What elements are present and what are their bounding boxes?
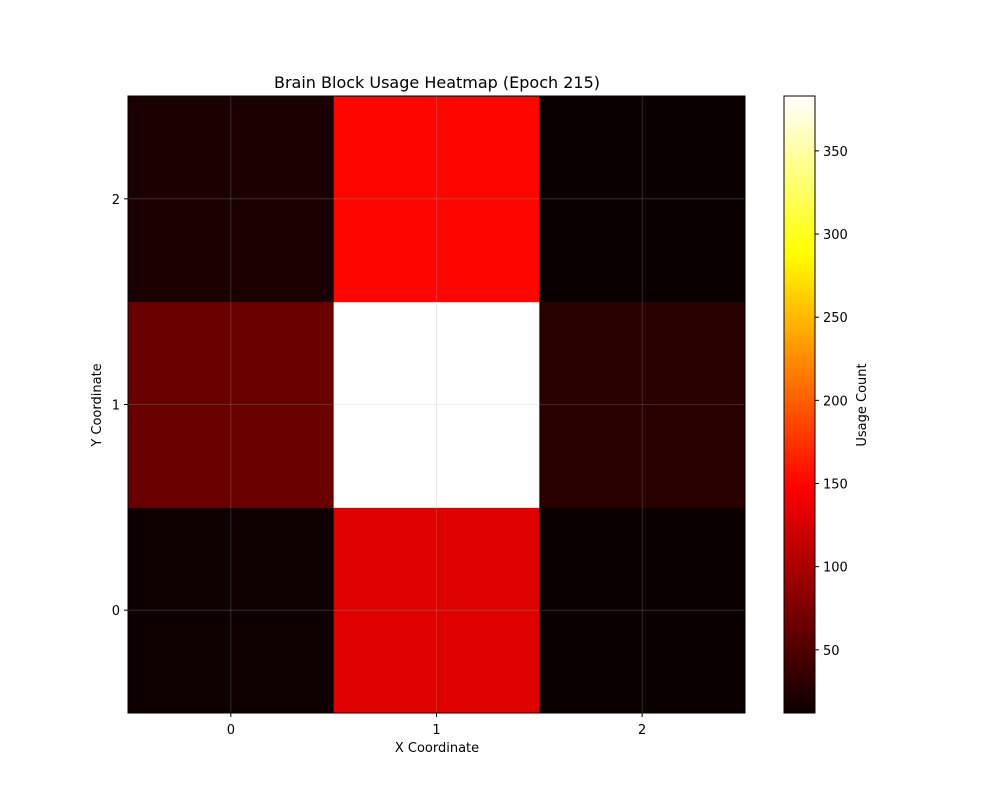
colorbar-ticks: 50 100 150 200 250 300 350: [815, 145, 848, 659]
colorbar: [783, 95, 816, 714]
heatmap-cell: [333, 301, 540, 508]
heatmap-cell: [128, 301, 335, 508]
colorbar-tick-label: 150: [823, 477, 848, 492]
y-axis-label: Y Coordinate: [90, 363, 105, 447]
x-tick-label: 1: [432, 723, 440, 738]
x-tick-label: 2: [638, 723, 646, 738]
heatmap-cell: [539, 507, 746, 714]
heatmap-cell: [333, 507, 540, 714]
y-tick-label: 0: [112, 604, 120, 619]
colorbar-tick-label: 250: [823, 311, 848, 326]
y-tick-label: 2: [112, 193, 120, 208]
heatmap-cell: [333, 96, 540, 303]
colorbar-tick-label: 50: [823, 644, 840, 659]
x-axis-label: X Coordinate: [395, 741, 479, 756]
colorbar-tick-label: 350: [823, 145, 848, 160]
chart-title: Brain Block Usage Heatmap (Epoch 215): [274, 73, 600, 92]
y-axis-ticks: 0 1 2: [112, 193, 128, 619]
colorbar-tick-label: 200: [823, 394, 848, 409]
heatmap-cells: [128, 96, 746, 714]
heatmap-cell: [128, 507, 335, 714]
heatmap-cell: [128, 96, 335, 303]
heatmap-cell: [539, 96, 746, 303]
heatmap-cell: [539, 301, 746, 508]
x-axis-ticks: 0 1 2: [227, 713, 646, 738]
y-tick-label: 1: [112, 399, 120, 414]
colorbar-tick-label: 100: [823, 561, 848, 576]
x-tick-label: 0: [227, 723, 235, 738]
colorbar-label: Usage Count: [855, 363, 870, 446]
colorbar-tick-label: 300: [823, 228, 848, 243]
grid-lines: [128, 96, 745, 713]
